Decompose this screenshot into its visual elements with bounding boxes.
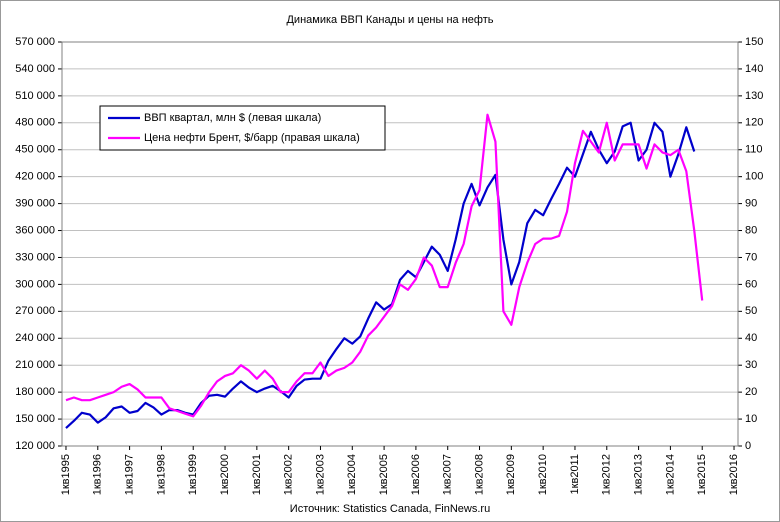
y2-tick-label: 110 [745, 144, 763, 156]
x-tick-label: 1кв2006 [410, 454, 422, 495]
y-tick-label: 180 000 [15, 386, 55, 398]
y2-tick-label: 120 [745, 117, 763, 129]
y2-tick-label: 30 [745, 359, 757, 371]
x-tick-label: 1кв2004 [346, 454, 358, 495]
y-tick-label: 270 000 [15, 305, 55, 317]
y2-tick-label: 100 [745, 171, 763, 183]
legend-label: ВВП квартал, млн $ (левая шкала) [144, 112, 321, 124]
y2-tick-label: 150 [745, 36, 763, 48]
x-tick-label: 1кв2014 [664, 454, 676, 495]
y-tick-label: 480 000 [15, 117, 55, 129]
x-tick-label: 1кв1998 [155, 454, 167, 495]
y-tick-label: 330 000 [15, 251, 55, 263]
x-tick-label: 1кв1996 [92, 454, 104, 495]
y-tick-label: 150 000 [15, 413, 55, 425]
y-tick-label: 120 000 [15, 440, 55, 452]
y-tick-label: 360 000 [15, 224, 55, 236]
x-tick-label: 1кв2010 [537, 454, 549, 495]
x-tick-label: 1кв2008 [473, 454, 485, 495]
legend-label: Цена нефти Брент, $/барр (правая шкала) [144, 132, 360, 144]
x-tick-label: 1кв1995 [60, 454, 72, 495]
y-tick-label: 210 000 [15, 359, 55, 371]
x-tick-label: 1кв2012 [601, 454, 613, 495]
x-tick-label: 1кв2003 [314, 454, 326, 495]
series-line [65, 121, 696, 429]
y2-tick-label: 60 [745, 278, 757, 290]
plot-frame [61, 41, 739, 447]
y-tick-label: 450 000 [15, 144, 55, 156]
y-tick-label: 510 000 [15, 90, 55, 102]
x-tick-label: 1кв2011 [569, 454, 581, 494]
y-tick-label: 540 000 [15, 63, 55, 75]
x-tick-label: 1кв2005 [378, 454, 390, 495]
y2-tick-label: 50 [745, 305, 757, 317]
x-tick-label: 1кв2013 [632, 454, 644, 495]
x-tick-label: 1кв2015 [696, 454, 708, 495]
y2-tick-label: 90 [745, 198, 757, 210]
chart-title: Динамика ВВП Канады и цены на нефть [286, 14, 493, 26]
x-tick-label: 1кв1997 [124, 454, 136, 495]
x-tick-label: 1кв1999 [187, 454, 199, 495]
y2-tick-label: 140 [745, 63, 763, 75]
x-tick-label: 1кв2009 [505, 454, 517, 495]
x-tick-label: 1кв2016 [728, 454, 740, 495]
x-tick-label: 1кв2007 [442, 454, 454, 495]
y2-tick-label: 40 [745, 332, 757, 344]
y-tick-label: 240 000 [15, 332, 55, 344]
y2-tick-label: 70 [745, 251, 757, 263]
y2-tick-label: 130 [745, 90, 763, 102]
y-tick-label: 570 000 [15, 36, 55, 48]
x-tick-label: 1кв2001 [251, 454, 263, 495]
y2-tick-label: 20 [745, 386, 757, 398]
y-tick-label: 390 000 [15, 198, 55, 210]
y2-tick-label: 80 [745, 224, 757, 236]
x-tick-label: 1кв2000 [219, 454, 231, 495]
y2-tick-label: 0 [745, 440, 751, 452]
y-tick-label: 420 000 [15, 171, 55, 183]
series-line [65, 113, 704, 418]
legend-box [99, 105, 386, 151]
x-tick-label: 1кв2002 [283, 454, 295, 495]
y2-tick-label: 10 [745, 413, 757, 425]
y-tick-label: 300 000 [15, 278, 55, 290]
source-note: Источник: Statistics Canada, FinNews.ru [290, 503, 490, 515]
